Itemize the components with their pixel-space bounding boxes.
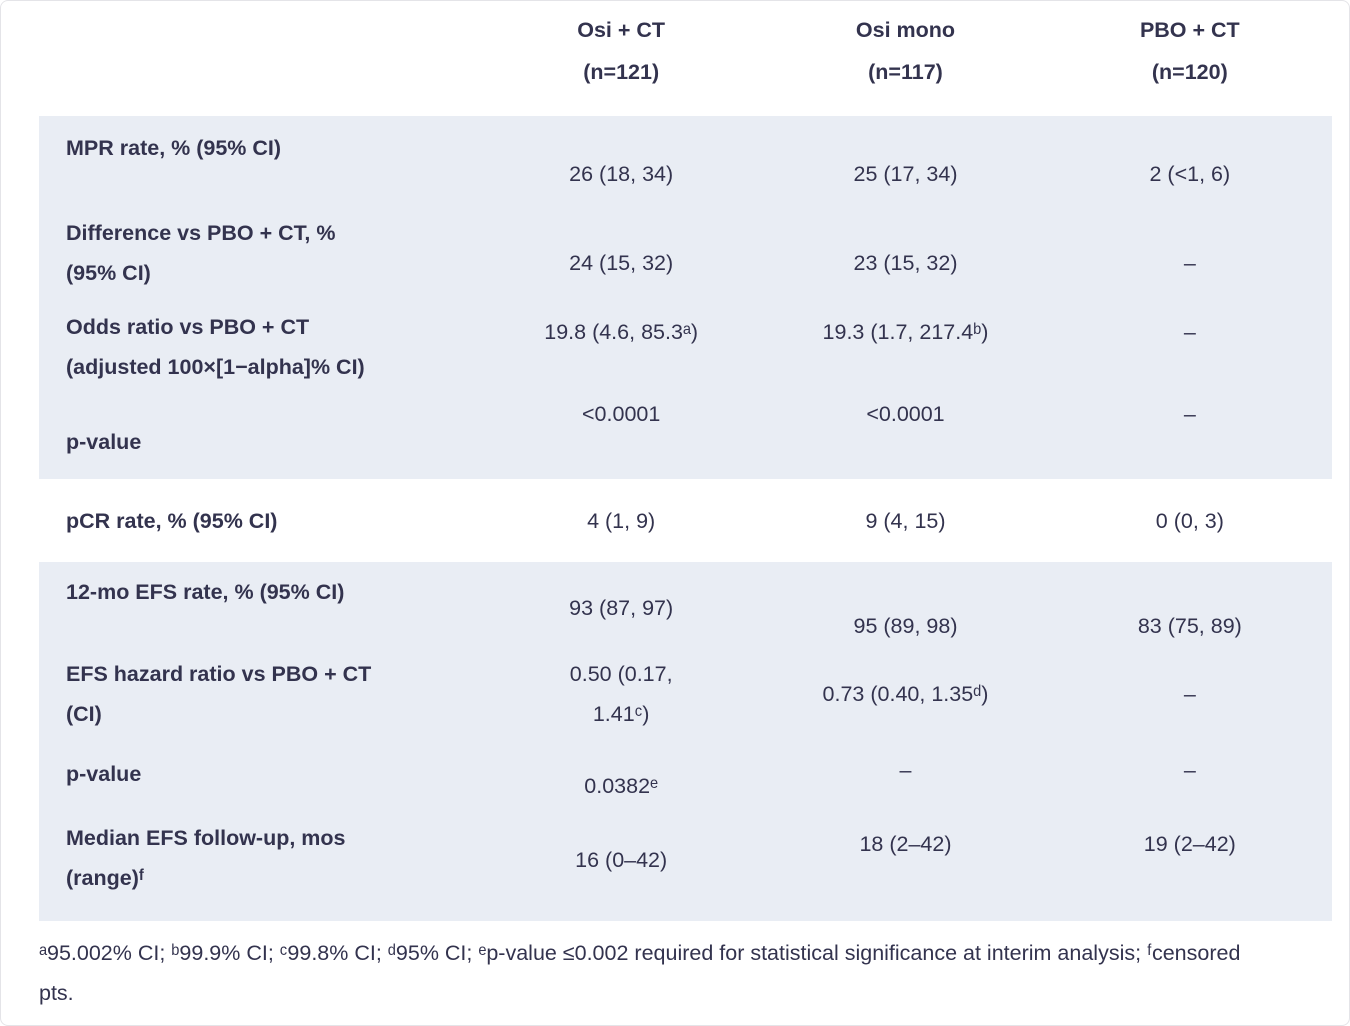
column-header-name: PBO + CT — [1139, 18, 1240, 42]
column-header-name: Osi mono — [855, 18, 956, 42]
column-header-n: (n=117) — [868, 60, 943, 84]
table-row-p-value-efs: p-value 0.0382ᵉ – – — [39, 742, 1332, 822]
column-header-n: (n=121) — [583, 60, 660, 84]
row-label: MPR rate, % (95% CI) — [66, 136, 282, 160]
section-efs: 12-mo EFS rate, % (95% CI) 93 (87, 97) 9… — [39, 562, 1332, 921]
column-header-n: (n=120) — [1151, 60, 1228, 84]
cell-value: 0.73 (0.40, 1.35ᵈ) — [822, 682, 989, 706]
cell-value: – — [1183, 320, 1196, 344]
cell-value: 19.3 (1.7, 217.4ᵇ) — [822, 320, 989, 344]
table-row-p-value-mpr: p-value <0.0001 <0.0001 – — [39, 392, 1332, 479]
row-label: Difference vs PBO + CT, % (95% CI) — [66, 221, 336, 285]
column-header-osi-ct: Osi + CT (n=121) — [479, 9, 763, 93]
cell-value: – — [1183, 758, 1196, 782]
cell-value: – — [1183, 402, 1196, 426]
cell-value: 0 (0, 3) — [1155, 508, 1224, 533]
row-label: p-value — [66, 762, 142, 786]
column-header-pbo-ct: PBO + CT (n=120) — [1048, 9, 1332, 93]
section-mpr: MPR rate, % (95% CI) 26 (18, 34) 25 (17,… — [39, 116, 1332, 479]
cell-value: 26 (18, 34) — [569, 162, 674, 186]
cell-value: <0.0001 — [866, 402, 945, 426]
cell-value: – — [1183, 251, 1196, 275]
cell-value: <0.0001 — [582, 402, 661, 426]
cell-value: 9 (4, 15) — [865, 508, 946, 533]
cell-value: 16 (0–42) — [575, 847, 668, 872]
column-header-osi-mono: Osi mono (n=117) — [763, 9, 1047, 93]
table-row-mpr-rate: MPR rate, % (95% CI) 26 (18, 34) 25 (17,… — [39, 116, 1332, 204]
cell-value: 95 (89, 98) — [853, 614, 958, 638]
cell-value: 19 (2–42) — [1143, 832, 1236, 856]
table-row-median-efs-followup: Median EFS follow-up, mos (range)ᶠ 16 (0… — [39, 822, 1332, 921]
table-row-efs-hazard-ratio: EFS hazard ratio vs PBO + CT (CI) 0.50 (… — [39, 646, 1332, 742]
cell-value: 18 (2–42) — [859, 832, 952, 856]
row-label: p-value — [66, 429, 142, 454]
row-label: 12-mo EFS rate, % (95% CI) — [66, 580, 345, 604]
cell-value: 93 (87, 97) — [569, 596, 674, 620]
cell-value: 0.0382ᵉ — [584, 774, 659, 798]
cell-value: – — [899, 758, 912, 782]
row-label: Median EFS follow-up, mos (range)ᶠ — [66, 825, 346, 890]
cell-value: 2 (<1, 6) — [1149, 162, 1231, 186]
cell-value: – — [1183, 682, 1196, 706]
table-footnote: ᵃ95.002% CI; ᵇ99.9% CI; ᶜ99.8% CI; ᵈ95% … — [39, 941, 1241, 1005]
column-header-name: Osi + CT — [577, 18, 666, 42]
table-header-row: Osi + CT (n=121) Osi mono (n=117) PBO + … — [39, 9, 1332, 93]
cell-value: 4 (1, 9) — [587, 508, 656, 533]
section-pcr: pCR rate, % (95% CI) 4 (1, 9) 9 (4, 15) … — [39, 479, 1332, 562]
table-row-efs-rate: 12-mo EFS rate, % (95% CI) 93 (87, 97) 9… — [39, 562, 1332, 646]
cell-value: 25 (17, 34) — [853, 162, 958, 186]
cell-value: 83 (75, 89) — [1137, 614, 1242, 638]
cell-value: 23 (15, 32) — [853, 251, 958, 275]
cell-value: 19.8 (4.6, 85.3ᵃ) — [544, 320, 699, 344]
row-label: pCR rate, % (95% CI) — [66, 508, 278, 533]
table-row-odds-ratio: Odds ratio vs PBO + CT (adjusted 100×[1−… — [39, 302, 1332, 392]
cell-value: 24 (15, 32) — [569, 251, 674, 275]
cell-value: 0.50 (0.17, 1.41ᶜ) — [569, 662, 673, 726]
table-row-pcr-rate: pCR rate, % (95% CI) 4 (1, 9) 9 (4, 15) … — [39, 479, 1332, 562]
row-label: Odds ratio vs PBO + CT (adjusted 100×[1−… — [66, 315, 365, 379]
row-label: EFS hazard ratio vs PBO + CT (CI) — [66, 662, 372, 726]
table-row-difference: Difference vs PBO + CT, % (95% CI) 24 (1… — [39, 204, 1332, 302]
